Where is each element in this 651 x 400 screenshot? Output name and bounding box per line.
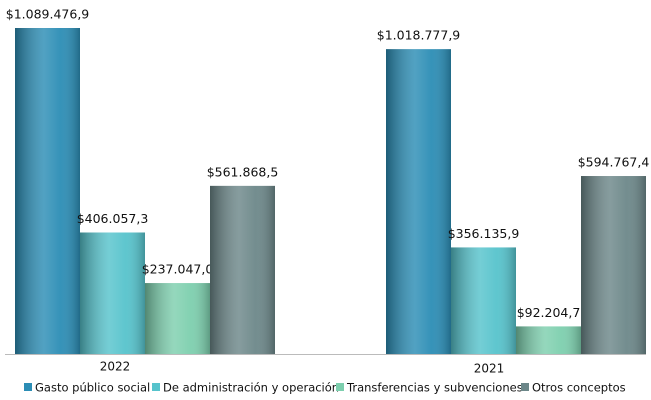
value-label: $561.868,5	[207, 164, 279, 179]
bar	[80, 232, 145, 354]
value-label: $406.057,3	[77, 211, 149, 226]
value-label: $356.135,9	[448, 226, 520, 241]
value-label: $1.089.476,9	[6, 7, 90, 22]
bar	[581, 176, 646, 354]
x-tick-label: 2022	[100, 360, 131, 374]
bar	[210, 185, 275, 354]
bar	[516, 326, 581, 354]
legend-label: Gasto público social	[35, 381, 150, 395]
bar	[145, 283, 210, 354]
legend-label: Otros conceptos	[532, 381, 626, 395]
value-label: $1.018.777,9	[377, 28, 461, 43]
legend-swatch	[521, 383, 529, 391]
x-tick-label: 2021	[474, 362, 505, 376]
legend-label: Transferencias y subvenciones	[346, 381, 523, 395]
bar	[451, 247, 516, 354]
value-label: $237.047,0	[142, 262, 214, 277]
legend-label: De administración y operación	[163, 381, 339, 395]
legend-swatch	[24, 383, 32, 391]
value-label: $594.767,4	[578, 155, 650, 170]
bar	[386, 49, 451, 354]
legend-swatch	[152, 383, 160, 391]
legend-swatch	[336, 383, 344, 391]
value-label: $92.204,7	[517, 305, 581, 320]
bar	[15, 28, 80, 354]
